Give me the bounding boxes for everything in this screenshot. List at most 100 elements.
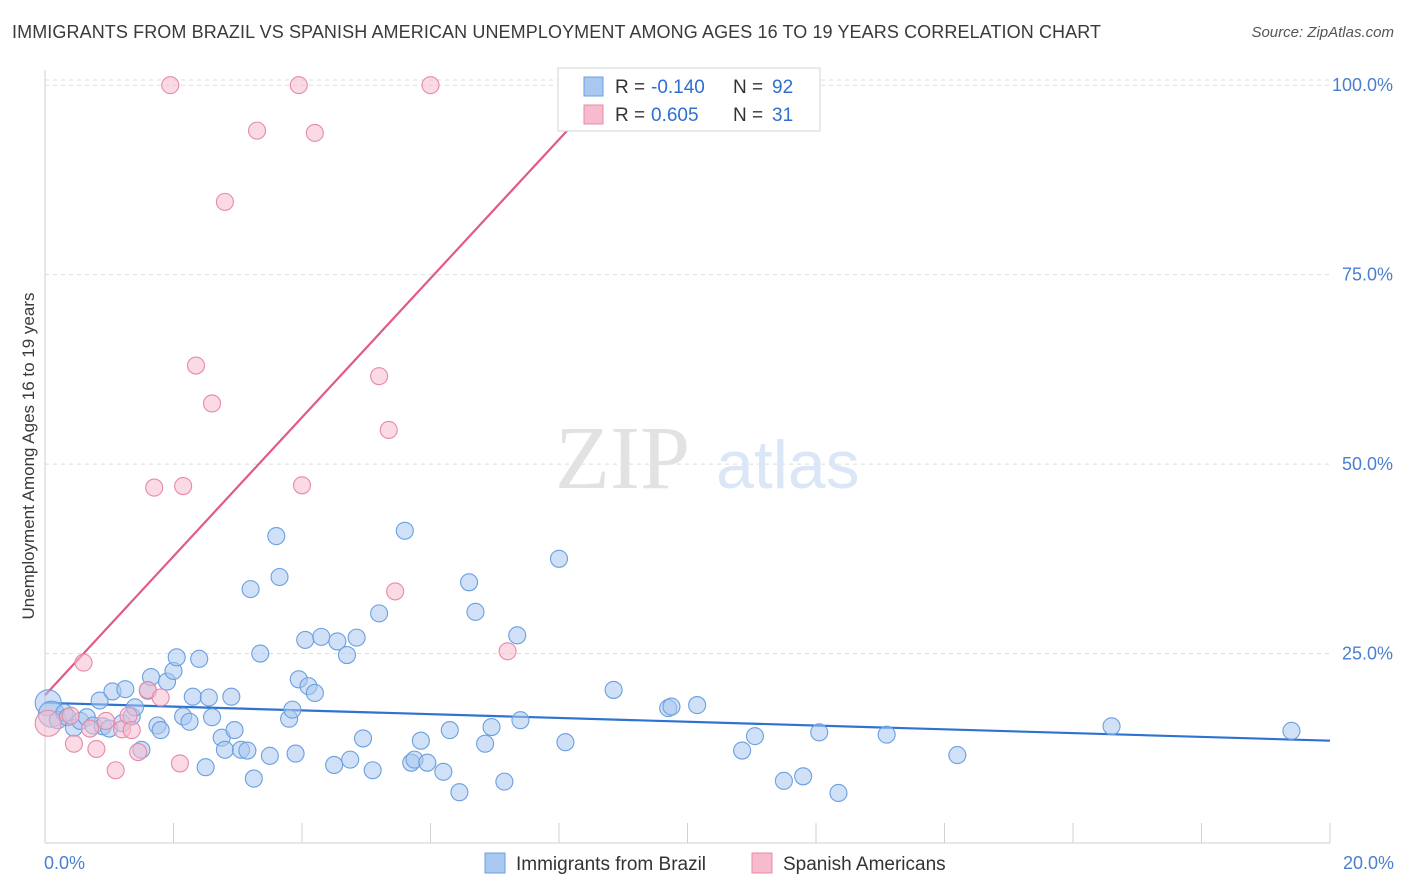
blue-point-45: [283, 700, 302, 719]
legend-r-label-0: R =: [615, 77, 645, 98]
pink-point-6: [96, 711, 116, 731]
legend-n-label-1: N =: [733, 105, 763, 126]
blue-point-59: [370, 604, 389, 623]
blue-point-26: [180, 712, 199, 731]
blue-point-24: [167, 648, 186, 667]
legend-r-label-1: R =: [615, 105, 645, 126]
y-tick-label-3: 100.0%: [1332, 75, 1393, 95]
pink-point-13: [145, 478, 164, 497]
blue-point-14: [116, 680, 135, 699]
pink-point-2: [64, 734, 83, 753]
chart-title: IMMIGRANTS FROM BRAZIL VS SPANISH AMERIC…: [12, 22, 1102, 42]
pink-point-27: [386, 582, 405, 601]
blue-point-43: [270, 567, 289, 587]
trendline-pink: [44, 69, 625, 696]
legend-swatch-blue: [583, 76, 604, 97]
pink-point-4: [80, 719, 100, 738]
pink-point-18: [186, 356, 206, 375]
blue-point-81: [733, 741, 752, 760]
blue-point-27: [183, 687, 202, 706]
blue-point-67: [450, 783, 469, 802]
blue-point-63: [411, 731, 430, 750]
blue-point-51: [312, 627, 331, 646]
watermark-atlas: atlas: [716, 427, 860, 503]
pink-point-10: [122, 721, 141, 740]
bottom-legend-label-1: Spanish Americans: [783, 854, 946, 875]
data-points: [34, 76, 1301, 803]
pink-point-26: [379, 420, 398, 440]
blue-point-38: [241, 580, 260, 599]
trendlines: [44, 69, 1331, 742]
series-legend: Immigrants from Brazil Spanish Americans: [484, 852, 946, 875]
pink-point-19: [203, 394, 222, 413]
blue-point-80: [688, 696, 707, 715]
blue-point-66: [440, 721, 459, 740]
blue-point-83: [774, 771, 793, 790]
blue-point-89: [1102, 717, 1121, 736]
blue-point-9: [90, 691, 109, 710]
pink-point-1: [61, 706, 80, 725]
blue-point-84: [794, 767, 813, 786]
blue-point-33: [215, 740, 234, 759]
trendline-blue: [44, 701, 1331, 742]
blue-point-71: [482, 717, 501, 737]
blue-point-29: [196, 758, 215, 777]
legend-swatch-pink: [583, 104, 604, 125]
blue-point-68: [459, 573, 479, 592]
blue-point-42: [267, 527, 286, 546]
blue-point-86: [829, 783, 848, 803]
pink-point-16: [170, 754, 189, 773]
x-tick-label-0: 0.0%: [44, 853, 85, 873]
legend-n-label-0: N =: [733, 77, 763, 98]
pink-point-23: [292, 476, 312, 495]
blue-point-77: [604, 680, 623, 699]
blue-point-82: [745, 727, 765, 746]
pink-point-20: [215, 192, 234, 211]
y-tick-label-1: 50.0%: [1342, 454, 1393, 474]
blue-point-73: [508, 626, 527, 645]
blue-point-72: [495, 772, 514, 791]
grid: [45, 79, 1330, 655]
blue-point-69: [466, 602, 485, 621]
pink-point-11: [129, 743, 148, 762]
blue-point-55: [341, 750, 360, 769]
pink-point-14: [151, 688, 170, 707]
blue-point-64: [418, 753, 437, 772]
pink-point-29: [498, 642, 517, 661]
bottom-legend-label-0: Immigrants from Brazil: [516, 854, 706, 875]
blue-point-49: [305, 683, 324, 702]
pink-point-24: [305, 123, 324, 142]
pink-point-15: [161, 76, 180, 95]
pink-point-3: [74, 653, 93, 672]
blue-point-75: [549, 549, 569, 568]
legend-r-value-1: 0.605: [651, 105, 699, 126]
blue-point-34: [222, 687, 241, 706]
pink-point-21: [247, 121, 267, 140]
blue-point-39: [244, 769, 263, 788]
bottom-legend-swatch-1: [751, 852, 773, 874]
blue-point-88: [948, 746, 967, 765]
correlation-legend: R = -0.140 N = 92 R = 0.605 N = 31: [557, 67, 821, 132]
blue-point-28: [190, 649, 209, 668]
legend-n-value-0: 92: [772, 77, 793, 98]
y-tick-label-2: 75.0%: [1342, 265, 1393, 285]
pink-point-17: [174, 477, 193, 496]
legend-n-value-1: 31: [772, 105, 793, 126]
pink-point-7: [106, 761, 125, 780]
pink-point-28: [421, 76, 440, 95]
y-axis-label: Unemployment Among Ages 16 to 19 years: [19, 293, 38, 620]
blue-point-35: [225, 721, 244, 740]
blue-point-58: [363, 761, 382, 780]
pink-point-25: [370, 367, 389, 386]
y-tick-label-0: 25.0%: [1342, 644, 1393, 664]
blue-point-21: [151, 721, 170, 740]
blue-point-60: [395, 521, 414, 540]
blue-point-30: [199, 688, 218, 707]
blue-point-50: [296, 630, 315, 649]
blue-point-74: [511, 711, 530, 730]
watermark-zip: ZIP: [555, 409, 690, 508]
blue-point-90: [1282, 721, 1301, 740]
blue-point-52: [325, 755, 344, 774]
blue-point-31: [203, 708, 222, 727]
